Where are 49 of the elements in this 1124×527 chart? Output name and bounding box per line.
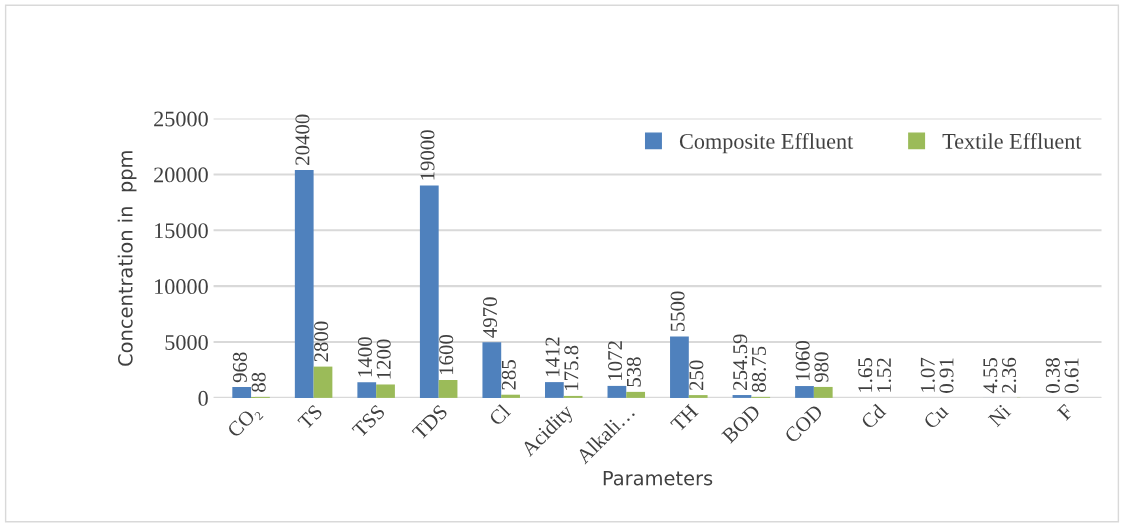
data-label: 2.36 xyxy=(1002,357,1017,393)
data-label: 1412 xyxy=(545,337,560,377)
data-label: 5500 xyxy=(670,291,685,332)
legend-label: Composite Effluent xyxy=(679,132,854,154)
data-label: 175.8 xyxy=(564,345,579,390)
data-label: 2800 xyxy=(314,321,329,362)
data-label: 19000 xyxy=(420,130,435,180)
x-tick-label: Ni xyxy=(987,403,1012,428)
y-tick-label: 15000 xyxy=(155,223,208,239)
legend-label: Textile Effluent xyxy=(942,132,1082,149)
data-label: 0.61 xyxy=(1064,358,1079,393)
data-label: 88.75 xyxy=(751,346,767,392)
x-tick-label: TH xyxy=(670,403,699,433)
x-tick-label: CO₂ xyxy=(226,404,264,441)
data-label: 538 xyxy=(626,357,641,387)
x-tick-label: TDS xyxy=(411,404,449,441)
y-tick-label: 5000 xyxy=(165,334,208,350)
data-label: 1600 xyxy=(439,334,454,375)
x-tick-label: TSS xyxy=(351,404,386,439)
data-label: 1.65 xyxy=(858,358,873,392)
data-label: 4970 xyxy=(482,297,498,338)
x-tick-label: COD xyxy=(783,403,824,444)
x-axis-title: Parameters xyxy=(603,471,713,486)
y-tick-label: 10000 xyxy=(155,279,208,295)
x-tick-label: F xyxy=(1056,403,1074,421)
data-label: 20400 xyxy=(295,114,310,165)
y-tick-label: 25000 xyxy=(154,111,208,127)
data-label: 980 xyxy=(814,352,829,383)
data-label: 254.59 xyxy=(733,334,748,390)
data-label: 1072 xyxy=(608,341,623,380)
data-label: 285 xyxy=(501,360,516,390)
data-label: 1060 xyxy=(795,341,810,381)
data-label: 968 xyxy=(232,352,247,383)
x-tick-label: Cu xyxy=(922,403,950,430)
data-label: 1.52 xyxy=(877,358,892,392)
x-tick-label: TS xyxy=(297,404,324,431)
data-label: 250 xyxy=(689,360,704,391)
data-label: 88 xyxy=(251,372,266,392)
x-tick-label: Cl xyxy=(487,403,512,427)
data-label: 1.07 xyxy=(920,357,935,392)
data-label: 0.38 xyxy=(1045,358,1060,393)
data-label: 0.91 xyxy=(939,358,954,393)
data-label: 1200 xyxy=(376,339,391,379)
y-tick-label: 0 xyxy=(198,390,208,406)
data-label: 1400 xyxy=(357,337,372,377)
x-tick-label: Cd xyxy=(859,402,887,430)
data-label: 4.55 xyxy=(983,358,998,394)
y-axis-title: Concentration in ppm xyxy=(117,151,137,366)
y-tick-label: 20000 xyxy=(154,167,208,183)
